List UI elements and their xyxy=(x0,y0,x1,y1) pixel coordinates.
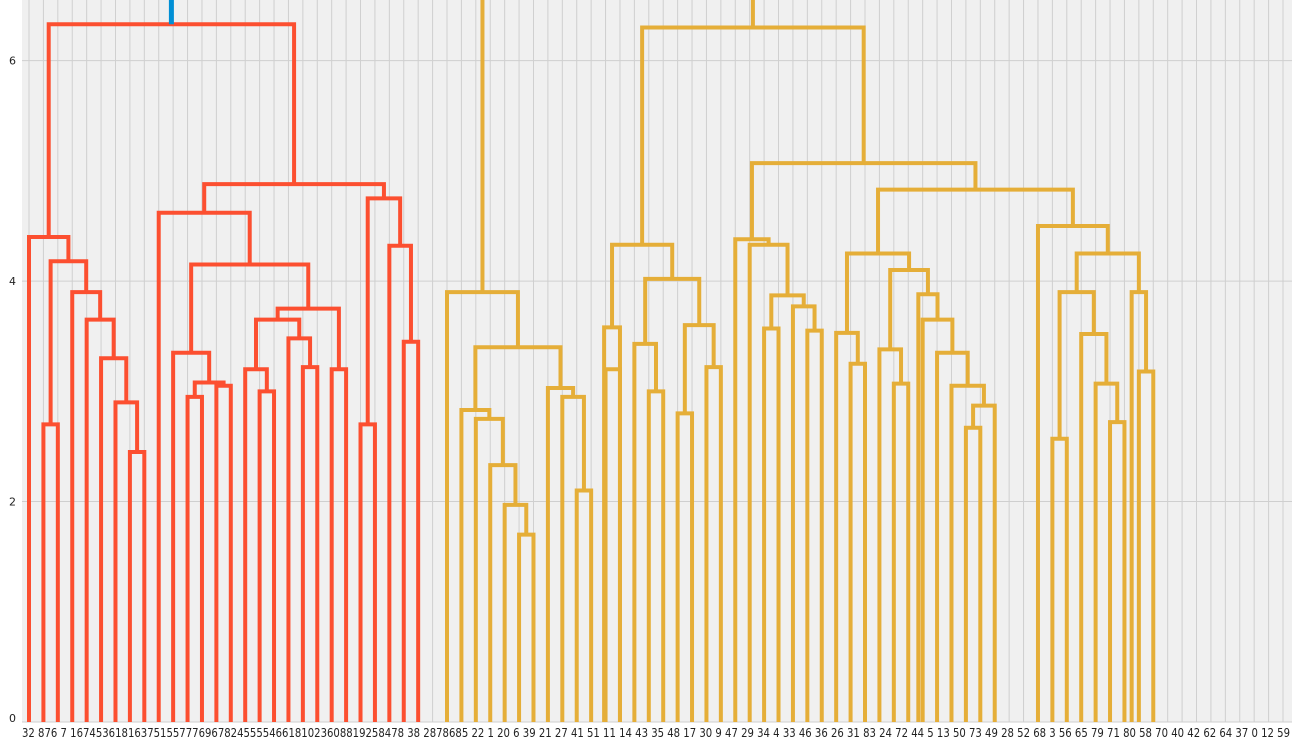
dendrogram-links xyxy=(27,0,1156,722)
x-axis-leaf-labels: 32 876 7 1674536181637515577769678245555… xyxy=(22,726,1290,740)
y-tick-label: 4 xyxy=(9,275,16,288)
y-tick-label: 6 xyxy=(9,55,16,68)
x-tick-labels: 32 876 7 1674536181637515577769678245555… xyxy=(22,726,1290,740)
y-axis-ticks: 0 2 4 6 xyxy=(9,55,16,725)
y-tick-label: 2 xyxy=(9,496,16,509)
y-tick-label: 0 xyxy=(9,712,16,725)
dendrogram-link xyxy=(480,0,755,293)
